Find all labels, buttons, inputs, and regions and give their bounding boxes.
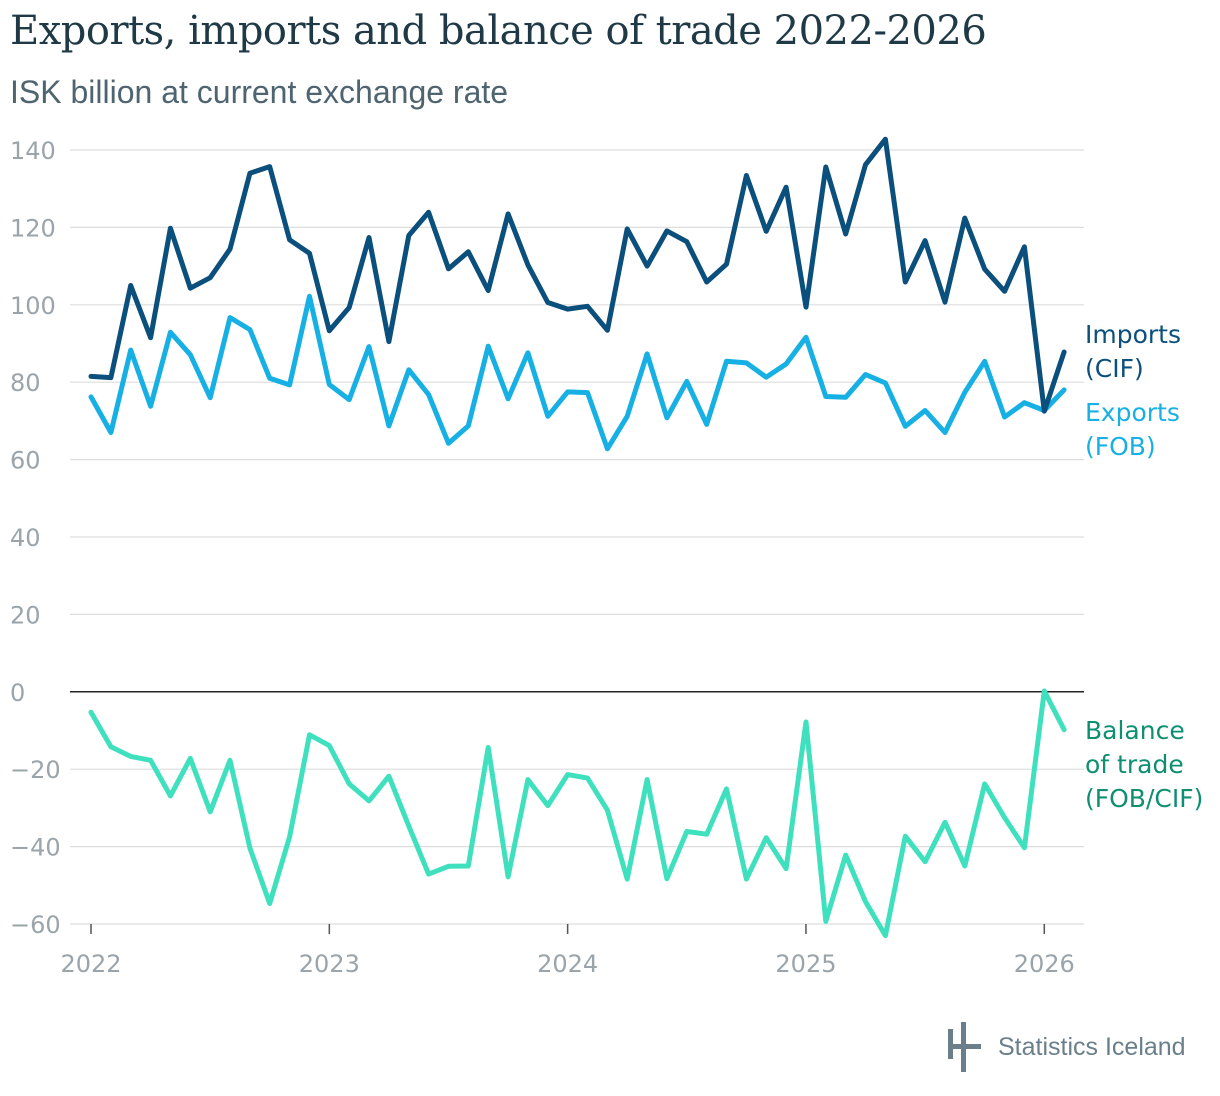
exports-label-line: Exports [1085,398,1180,427]
x-tick-label: 2022 [60,950,121,978]
y-tick-label: 0 [10,679,25,707]
y-axis-ticks: 140 120 100 80 60 40 20 0 −20 −40 −60 [10,137,61,939]
y-tick-label: 60 [10,447,41,475]
exports-line [88,293,1067,452]
imports-label-line: Imports [1085,320,1181,349]
balance-of-trade-label-line: Balance [1085,716,1185,745]
imports-label-line: (CIF) [1085,354,1144,383]
y-tick-label: −40 [10,834,61,862]
series-lines [88,136,1067,939]
imports-line [88,136,1067,414]
balance-of-trade-label-line: of trade [1085,750,1184,779]
chart-title: Exports, imports and balance of trade 20… [10,8,987,54]
statistics-iceland-logo: Statistics Iceland [944,1020,1186,1074]
x-tick-label: 2023 [299,950,360,978]
y-tick-label: 40 [10,524,41,552]
x-tick-label: 2024 [537,950,598,978]
y-tick-label: 20 [10,601,41,629]
statistics-iceland-logo-text: Statistics Iceland [998,1032,1186,1061]
series-labels: Imports (CIF) Exports (FOB) Balance of trade (… [1085,320,1203,813]
statistics-iceland-logo-icon [948,1022,981,1072]
x-tick-label: 2025 [775,950,836,978]
chart-subtitle: ISK billion at current exchange rate [10,74,509,110]
y-tick-label: 80 [10,369,41,397]
y-tick-label: 140 [10,137,56,165]
gridlines [70,149,1084,925]
y-tick-label: −20 [10,756,61,784]
balance-of-trade-line [88,688,1067,939]
balance-of-trade-label-line: (FOB/CIF) [1085,784,1203,813]
y-tick-label: 120 [10,214,56,242]
exports-label-line: (FOB) [1085,432,1156,461]
x-tick-label: 2026 [1014,950,1075,978]
y-tick-label: 100 [10,292,56,320]
y-tick-label: −60 [10,911,61,939]
x-axis-ticks: 2022 2023 2024 2025 2026 [60,924,1075,978]
